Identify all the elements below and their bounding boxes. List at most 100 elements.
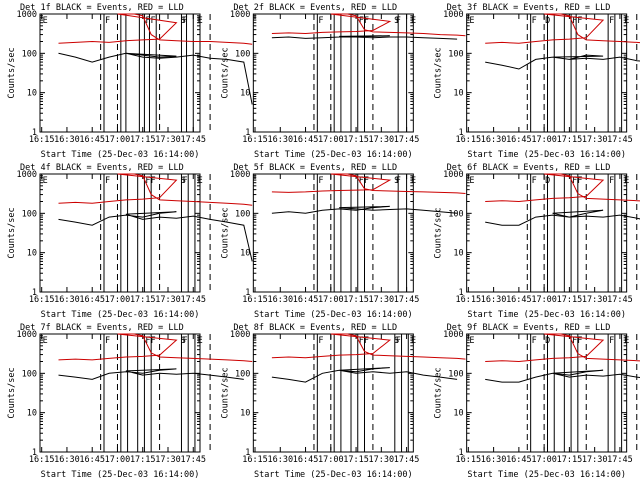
event-label: D — [545, 16, 550, 26]
x-tick-label: 17:00 — [105, 295, 131, 305]
series-events — [58, 52, 253, 105]
x-tick-label: 17:45 — [394, 455, 420, 465]
y-axis-label: Counts/sec — [434, 47, 444, 98]
event-label: S — [181, 176, 186, 186]
y-tick-label: 10 — [27, 409, 37, 419]
event-label: F — [105, 336, 110, 346]
x-tick-label: 16:30 — [267, 295, 293, 305]
event-label: E — [411, 336, 416, 346]
series-lld — [58, 13, 253, 45]
event-label: F — [182, 16, 187, 26]
x-tick-label: 17:30 — [369, 295, 395, 305]
x-tick-label: 16:15 — [29, 295, 55, 305]
event-label: FF — [145, 16, 155, 26]
series-events — [271, 35, 458, 40]
y-axis-label: Counts/sec — [220, 207, 230, 258]
x-tick-label: 17:00 — [531, 135, 557, 145]
y-tick-label: 10 — [453, 249, 463, 259]
x-tick-label: 16:45 — [79, 455, 105, 465]
event-label: F — [105, 176, 110, 186]
x-tick-label: 17:15 — [343, 135, 369, 145]
event-label: F — [318, 176, 323, 186]
x-tick-label: 16:15 — [29, 135, 55, 145]
x-axis-label: Start Time (25-Dec-03 16:14:00) — [467, 150, 626, 160]
x-tick-label: 17:15 — [343, 455, 369, 465]
x-tick-label: 17:30 — [155, 295, 181, 305]
x-tick-label: 16:45 — [506, 455, 532, 465]
y-tick-label: 10 — [453, 89, 463, 99]
x-tick-label: 17:30 — [582, 135, 608, 145]
panel-title: Det 5f BLACK = Events, RED = LLD — [233, 163, 397, 173]
x-tick-label: 17:00 — [318, 295, 344, 305]
x-tick-label: 16:30 — [481, 455, 507, 465]
x-tick-label: 16:45 — [506, 135, 532, 145]
x-tick-label: 17:15 — [130, 455, 156, 465]
x-axis-label: Start Time (25-Dec-03 16:14:00) — [254, 310, 413, 320]
event-label: F — [532, 176, 537, 186]
y-tick-label: 1 — [32, 128, 37, 138]
event-label: D — [545, 176, 550, 186]
event-label: S — [394, 176, 399, 186]
y-tick-label: 100 — [22, 209, 37, 219]
panel-det-1: Det 1f BLACK = Events, RED = LLD Counts/s… — [7, 3, 253, 160]
event-label: S — [181, 336, 186, 346]
event-label: F — [609, 16, 614, 26]
panel-det-6: Det 6f BLACK = Events, RED = LLD Counts/s… — [434, 163, 640, 320]
event-label: E — [198, 16, 203, 26]
series-events — [58, 368, 244, 380]
y-tick-label: 100 — [448, 369, 463, 379]
event-label: FF — [359, 176, 369, 186]
series-lld — [271, 13, 466, 37]
x-tick-label: 17:00 — [318, 135, 344, 145]
event-label: E — [43, 336, 48, 346]
y-tick-label: 100 — [448, 49, 463, 59]
panel-title: Det 8f BLACK = Events, RED = LLD — [233, 323, 397, 333]
y-tick-label: 10 — [27, 249, 37, 259]
event-label: E — [624, 176, 629, 186]
y-tick-label: 1000 — [17, 10, 37, 20]
x-tick-label: 16:30 — [481, 295, 507, 305]
event-label: E — [411, 176, 416, 186]
event-label: E — [198, 176, 203, 186]
event-label: F — [105, 16, 110, 26]
y-tick-label: 1000 — [17, 170, 37, 180]
series-events — [485, 209, 640, 226]
y-tick-label: 1 — [245, 288, 250, 298]
y-tick-label: 10 — [27, 89, 37, 99]
x-tick-label: 16:30 — [54, 135, 80, 145]
event-label: F — [396, 16, 401, 26]
y-tick-label: 10 — [240, 89, 250, 99]
x-axis-label: Start Time (25-Dec-03 16:14:00) — [41, 470, 200, 480]
x-tick-label: 17:30 — [155, 455, 181, 465]
x-tick-label: 17:45 — [607, 295, 633, 305]
x-tick-label: 16:15 — [456, 455, 482, 465]
x-axis-label: Start Time (25-Dec-03 16:14:00) — [467, 310, 626, 320]
y-axis-label: Counts/sec — [220, 367, 230, 418]
y-axis-label: Counts/sec — [7, 207, 17, 258]
panel-det-3: Det 3f BLACK = Events, RED = LLD Counts/s… — [434, 3, 640, 160]
event-label: F — [609, 176, 614, 186]
panel-det-5: Det 5f BLACK = Events, RED = LLD Counts/s… — [220, 163, 466, 320]
event-label: F — [396, 336, 401, 346]
x-tick-label: 17:15 — [343, 295, 369, 305]
event-label: FF — [359, 16, 369, 26]
panel-det-2: Det 2f BLACK = Events, RED = LLD Counts/s… — [220, 3, 466, 160]
event-label: E — [411, 16, 416, 26]
y-tick-label: 10 — [240, 249, 250, 259]
y-tick-label: 1 — [245, 448, 250, 458]
series-lld — [271, 333, 466, 360]
event-label: E — [469, 176, 474, 186]
y-tick-label: 1000 — [443, 330, 463, 340]
x-tick-label: 17:00 — [105, 135, 131, 145]
x-tick-label: 17:15 — [557, 455, 583, 465]
y-axis-label: Counts/sec — [7, 367, 17, 418]
panel-title: Det 7f BLACK = Events, RED = LLD — [20, 323, 184, 333]
x-tick-label: 16:45 — [506, 295, 532, 305]
y-tick-label: 10 — [240, 409, 250, 419]
series-lld — [271, 173, 466, 194]
y-tick-label: 100 — [22, 49, 37, 59]
panel-det-9: Det 9f BLACK = Events, RED = LLD Counts/s… — [434, 323, 640, 480]
y-axis-label: Counts/sec — [7, 47, 17, 98]
y-tick-label: 1000 — [443, 170, 463, 180]
x-tick-label: 17:00 — [318, 455, 344, 465]
